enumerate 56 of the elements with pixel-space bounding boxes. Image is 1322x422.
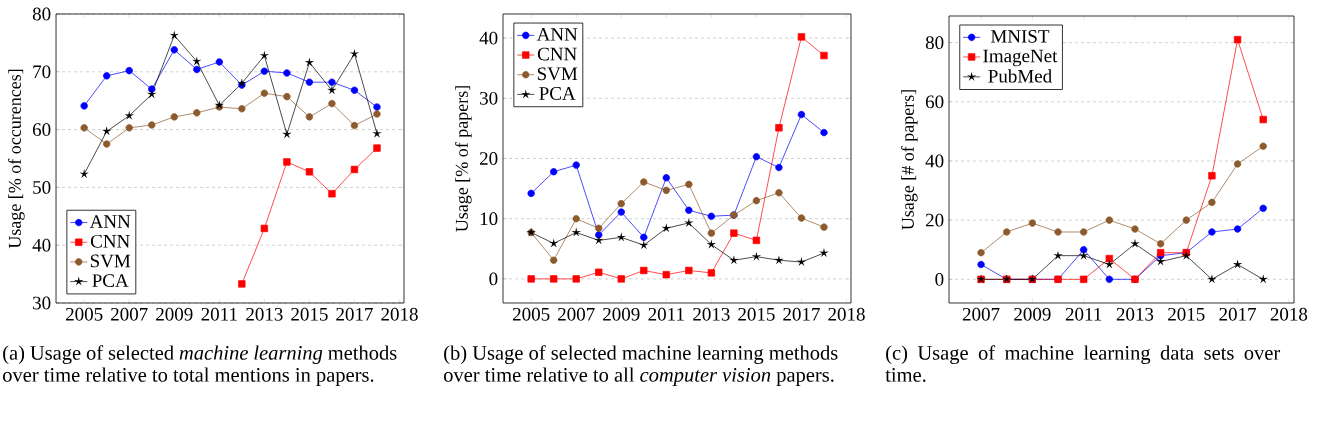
y-tick-label: 80 bbox=[925, 36, 944, 50]
text: (c) Usage of machine learning data sets over time. bbox=[885, 345, 1281, 382]
x-tick-label: 2009 bbox=[1014, 307, 1051, 321]
x-tick-label: 2017 bbox=[1219, 307, 1257, 321]
x-tick-label: 2015 bbox=[738, 307, 775, 321]
x-tick-label: 2015 bbox=[1168, 307, 1205, 321]
x-tick-label: 2013 bbox=[246, 307, 283, 321]
y-tick-label: 10 bbox=[480, 212, 498, 226]
x-tick-label: 2013 bbox=[1116, 307, 1154, 321]
y-tick-label: 40 bbox=[925, 154, 944, 168]
legend-label: ANN bbox=[89, 215, 131, 228]
y-tick-label: 60 bbox=[32, 123, 51, 137]
legend-label: ImageNet bbox=[983, 49, 1058, 67]
text: (b) Usage of selected machine learning methods over time relative to all computer vision papers. bbox=[444, 345, 838, 386]
y-tick-label: 30 bbox=[33, 296, 51, 310]
y-tick-label: 50 bbox=[33, 180, 51, 194]
y-tick-label: 60 bbox=[925, 95, 944, 109]
y-tick-label: 40 bbox=[479, 31, 498, 45]
x-tick-label: 2013 bbox=[693, 307, 730, 321]
x-tick-label: 2017 bbox=[336, 307, 373, 321]
x-tick-label: 2007 bbox=[558, 307, 595, 321]
legend-label: MNIST bbox=[990, 30, 1050, 43]
x-tick-label: 2011 bbox=[648, 307, 684, 321]
x-tick-label: 2005 bbox=[66, 307, 103, 321]
legend-label: SVM bbox=[90, 254, 131, 268]
y-tick-label: 20 bbox=[479, 152, 498, 165]
legend-label: SVM bbox=[537, 67, 578, 81]
x-tick-label: 2015 bbox=[291, 307, 328, 321]
y-axis-title: Usage [% of occurences] bbox=[8, 69, 25, 249]
y-tick-label: 0 bbox=[935, 272, 944, 286]
legend-label: PubMed bbox=[988, 69, 1052, 83]
legend-label: PCA bbox=[92, 274, 129, 288]
text: (a) Usage of selected machine learning methods over time relative to total mentions in papers. bbox=[3, 345, 397, 386]
x-tick-label: 2018 bbox=[828, 307, 865, 321]
y-tick-label: 80 bbox=[32, 7, 51, 21]
x-tick-label: 2011 bbox=[201, 307, 237, 321]
x-tick-label: 2017 bbox=[783, 307, 820, 321]
x-tick-label: 2009 bbox=[156, 307, 193, 321]
legend-label: CNN bbox=[537, 47, 577, 61]
y-tick-label: 40 bbox=[32, 238, 51, 252]
y-axis-title: Usage [# of papers] bbox=[901, 90, 918, 230]
y-tick-label: 30 bbox=[480, 91, 498, 105]
legend-label: ANN bbox=[536, 28, 578, 41]
x-tick-label: 2005 bbox=[513, 307, 550, 321]
y-tick-label: 0 bbox=[489, 272, 498, 286]
x-tick-label: 2009 bbox=[603, 307, 640, 321]
legend-label: CNN bbox=[90, 234, 130, 248]
legend-label: PCA bbox=[539, 87, 576, 100]
y-axis-title: Usage [% of papers] bbox=[455, 86, 472, 232]
x-tick-label: 2011 bbox=[1065, 307, 1102, 321]
x-tick-label: 2007 bbox=[111, 307, 148, 321]
x-tick-label: 2018 bbox=[1270, 307, 1308, 321]
y-tick-label: 70 bbox=[33, 65, 51, 79]
y-tick-label: 20 bbox=[925, 213, 944, 227]
x-tick-label: 2018 bbox=[381, 307, 418, 321]
x-tick-label: 2007 bbox=[962, 307, 1000, 321]
